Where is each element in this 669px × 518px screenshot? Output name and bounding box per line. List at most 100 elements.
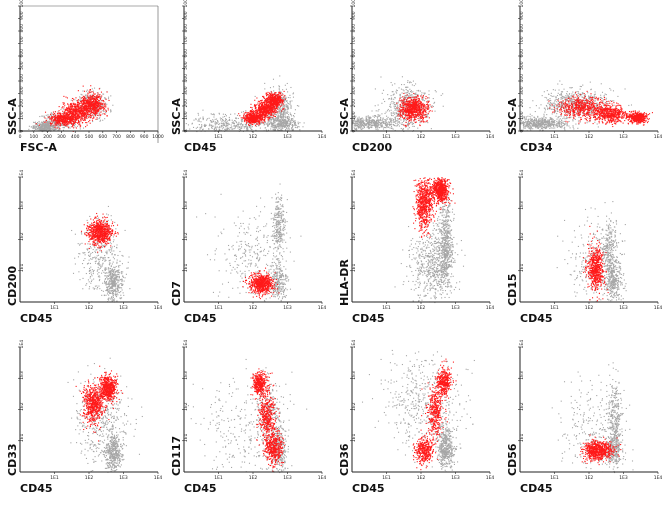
y-tick-label: 700 — [351, 36, 357, 45]
y-tick-label: 400 — [519, 74, 525, 83]
x-tick-label: 1E2 — [417, 305, 426, 311]
x-tick-label: 600 — [99, 134, 108, 140]
scatter-panel-8: 1E1 1E2 1E3 1E4 1E1 1E2 1E3 1E4 CD45 CD15 — [506, 170, 663, 338]
scatter-plot: 1E1 1E2 1E3 1E4 0 100 200 300 400 500 600 700 800 900… — [170, 0, 327, 154]
y-tick-label: 100 — [519, 111, 525, 120]
x-tick-label: 1E2 — [249, 305, 258, 311]
y-axis-label: SSC-A — [6, 98, 19, 135]
scatter-panel-1: 0 100 200 300 400 500 600 700 800 900 1000 0 100 200 3… — [6, 0, 164, 167]
y-tick-label: 1E1 — [183, 434, 189, 443]
y-tick-label: 900 — [519, 11, 525, 20]
x-tick-label: 1000 — [152, 134, 164, 140]
scatter-dots — [71, 205, 131, 303]
y-tick-label: 1E2 — [351, 402, 357, 411]
x-axis-label: CD34 — [520, 141, 553, 154]
y-tick-label: 400 — [19, 74, 25, 83]
scatter-dots — [28, 85, 114, 133]
x-tick-label: 1E4 — [654, 305, 663, 311]
x-tick-label: 1E3 — [619, 305, 628, 311]
y-tick-label: 1E1 — [351, 264, 357, 273]
y-tick-label: 1E2 — [19, 232, 25, 241]
series-dots-2 — [582, 225, 609, 302]
x-tick-label: 1E1 — [382, 475, 391, 481]
x-axis-label: CD45 — [352, 482, 385, 495]
x-tick-label: 900 — [140, 134, 149, 140]
y-tick-label: 300 — [183, 86, 189, 95]
y-tick-label: 300 — [19, 86, 25, 95]
y-tick-label: 100 — [183, 111, 189, 120]
x-tick-label: 400 — [71, 134, 80, 140]
y-axis-label: CD36 — [338, 443, 351, 476]
scatter-panel-4: 1E1 1E2 1E3 1E4 0 100 200 300 400 500 600 700 800 900… — [506, 0, 663, 167]
y-tick-label: 1E1 — [19, 434, 25, 443]
series-dots-1 — [556, 201, 627, 302]
y-tick-label: 1E4 — [183, 170, 189, 179]
y-axis-label: CD33 — [6, 443, 19, 476]
x-tick-label: 1E4 — [154, 305, 163, 311]
x-axis-label: CD45 — [520, 482, 553, 495]
y-tick-label: 1E1 — [351, 434, 357, 443]
y-tick-label: 600 — [519, 49, 525, 58]
x-tick-label: 1E2 — [417, 134, 426, 140]
x-tick-label: 1E4 — [486, 475, 495, 481]
y-tick-label: 800 — [519, 24, 525, 33]
y-tick-label: 800 — [351, 24, 357, 33]
y-axis-label: CD15 — [506, 273, 519, 306]
x-axis-label: CD200 — [352, 141, 393, 154]
x-tick-label: 1E3 — [283, 475, 292, 481]
y-tick-label: 800 — [183, 24, 189, 33]
x-tick-label: 1E4 — [486, 134, 495, 140]
y-tick-label: 0 — [519, 130, 525, 133]
series-dots-2 — [238, 90, 287, 127]
y-axis-label: SSC-A — [338, 98, 351, 135]
y-tick-label: 1E3 — [183, 201, 189, 210]
series-dots-1 — [361, 349, 475, 473]
x-tick-label: 1E1 — [550, 475, 559, 481]
scatter-panel-10: 1E1 1E2 1E3 1E4 1E1 1E2 1E3 1E4 CD45 CD117 — [170, 340, 327, 508]
y-tick-label: 1E2 — [519, 232, 525, 241]
x-tick-label: 1E3 — [451, 134, 460, 140]
scatter-dots — [196, 183, 302, 303]
series-dots-2 — [75, 365, 124, 442]
y-tick-label: 900 — [183, 11, 189, 20]
x-tick-label: 1E3 — [451, 305, 460, 311]
x-tick-label: 1E4 — [318, 134, 327, 140]
y-tick-label: 500 — [351, 61, 357, 70]
scatter-plot: 1E1 1E2 1E3 1E4 0 100 200 300 400 500 600 700 800 900… — [506, 0, 662, 154]
x-tick-label: 1E3 — [119, 305, 128, 311]
y-tick-label: 900 — [19, 11, 25, 20]
y-axis-label: CD117 — [170, 436, 183, 476]
x-tick-label: 1E4 — [318, 305, 327, 311]
series-dots-2 — [412, 358, 457, 471]
y-tick-label: 900 — [351, 11, 357, 20]
y-axis-label: CD7 — [170, 281, 183, 306]
x-tick-label: 1E3 — [283, 305, 292, 311]
y-axis-label: SSC-A — [170, 98, 183, 135]
y-tick-label: 600 — [19, 49, 25, 58]
x-tick-label: 1E1 — [550, 134, 559, 140]
x-tick-label: 1E1 — [214, 305, 223, 311]
y-tick-label: 0 — [19, 130, 25, 133]
y-tick-label: 0 — [351, 130, 357, 133]
x-tick-label: 1E1 — [550, 305, 559, 311]
y-tick-label: 200 — [519, 99, 525, 108]
x-tick-label: 100 — [30, 134, 39, 140]
x-tick-label: 1E2 — [585, 305, 594, 311]
y-tick-label: 1E2 — [351, 232, 357, 241]
scatter-panel-5: 1E1 1E2 1E3 1E4 1E1 1E2 1E3 1E4 CD45 CD200 — [6, 170, 163, 338]
y-tick-label: 1E2 — [19, 402, 25, 411]
x-axis-label: CD45 — [352, 312, 385, 325]
series-dots-1 — [394, 188, 466, 304]
x-axis-label: CD45 — [520, 312, 553, 325]
y-tick-label: 1E1 — [19, 264, 25, 273]
scatter-panel-2: 1E1 1E2 1E3 1E4 0 100 200 300 400 500 600 700 800 900… — [170, 0, 327, 167]
x-axis-label: CD45 — [20, 312, 53, 325]
y-tick-label: 1E3 — [519, 201, 525, 210]
series-dots-1 — [187, 358, 308, 474]
scatter-panel-12: 1E1 1E2 1E3 1E4 1E1 1E2 1E3 1E4 CD45 CD56 — [506, 340, 663, 508]
scatter-panel-11: 1E1 1E2 1E3 1E4 1E1 1E2 1E3 1E4 CD45 CD36 — [338, 340, 495, 508]
scatter-plot: 0 100 200 300 400 500 600 700 800 900 100001002003… — [6, 0, 164, 154]
y-tick-label: 1000 — [519, 0, 525, 8]
